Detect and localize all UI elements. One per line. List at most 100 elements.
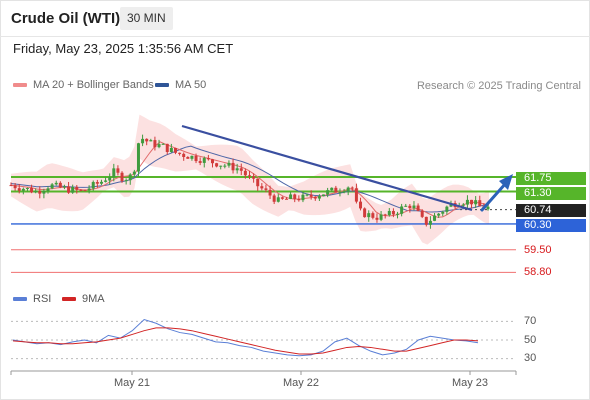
candle-body — [116, 168, 120, 173]
candle-body — [375, 217, 379, 220]
candle-body — [215, 163, 219, 167]
candle-body — [350, 187, 354, 189]
rsi-swatch — [13, 297, 27, 301]
candle-body — [412, 205, 416, 209]
candle-body — [186, 156, 190, 159]
candle-body — [309, 194, 313, 197]
candle-body — [67, 186, 71, 193]
candle-body — [202, 158, 206, 163]
candle-body — [313, 196, 317, 199]
level-support1: 59.50 — [524, 244, 552, 256]
candle-body — [112, 168, 116, 178]
candle-body — [30, 187, 34, 193]
ma20-line — [10, 141, 490, 218]
candle-body — [71, 186, 75, 193]
candle-body — [128, 174, 132, 181]
candle-body — [367, 213, 371, 218]
rsi-tick-30: 30 — [524, 352, 537, 364]
candle-body — [474, 200, 478, 205]
candle-body — [260, 186, 264, 189]
candle-body — [79, 189, 83, 191]
candle-body — [445, 206, 449, 212]
candle-body — [13, 185, 17, 189]
candle-body — [404, 205, 408, 207]
rsi-tick-50: 50 — [524, 334, 537, 346]
candle-body — [132, 171, 136, 175]
candle-body — [441, 211, 445, 214]
candle-body — [293, 194, 297, 199]
candle-body — [75, 186, 79, 190]
legend-ma20: MA 20 + Bollinger Bands — [13, 79, 154, 91]
candle-body — [354, 188, 358, 202]
candle-body — [206, 158, 210, 160]
candle-body — [276, 197, 280, 202]
candle-body — [169, 148, 173, 152]
level-resistance2: 61.75 — [516, 172, 586, 185]
candle-body — [433, 215, 437, 221]
timestamp: Friday, May 23, 2025 1:35:56 AM CET — [13, 41, 234, 56]
candle-body — [120, 172, 124, 182]
rsi-tick-70: 70 — [524, 315, 537, 327]
candle-body — [359, 201, 363, 209]
candle-body — [470, 199, 474, 205]
candle-body — [190, 155, 194, 159]
candle-body — [198, 161, 202, 163]
candle-body — [21, 188, 25, 191]
trendline — [181, 124, 473, 212]
legend-ma20-label: MA 20 + Bollinger Bands — [33, 79, 154, 91]
candle-body — [391, 210, 395, 215]
candle-body — [243, 170, 247, 176]
ma20-swatch — [13, 83, 27, 87]
candle-body — [9, 185, 13, 187]
candle-body — [91, 182, 95, 189]
candle-body — [194, 155, 198, 162]
candle-body — [227, 162, 231, 166]
candle-body — [239, 168, 243, 171]
candle-body — [83, 190, 87, 192]
candle-body — [301, 194, 305, 201]
candle-body — [50, 184, 54, 189]
candle-body — [338, 191, 342, 193]
candle-body — [272, 195, 276, 202]
candle-body — [58, 182, 62, 188]
candle-body — [17, 188, 21, 191]
candle-body — [342, 191, 346, 193]
legend-ma50: MA 50 — [155, 79, 206, 91]
candle-body — [330, 187, 334, 191]
candle-body — [297, 198, 301, 201]
candle-body — [124, 180, 128, 182]
candle-body — [289, 194, 293, 199]
candle-body — [178, 152, 182, 154]
candle-body — [396, 213, 400, 215]
candle-body — [326, 190, 330, 195]
candle-body — [149, 140, 153, 142]
level-pivot: 60.30 — [516, 219, 586, 232]
rsi-ma-swatch — [62, 297, 76, 301]
legend-rsi-ma-label: 9MA — [82, 293, 105, 305]
candle-body — [161, 143, 165, 145]
candle-body — [285, 198, 289, 200]
x-label-may21: May 21 — [113, 377, 151, 389]
candle-body — [95, 182, 99, 184]
legend-rsi: RSI — [13, 293, 51, 305]
header-bar: Crude Oil (WTI) 30 MIN — [0, 0, 590, 37]
candle-body — [99, 181, 103, 184]
candle-body — [387, 210, 391, 216]
x-label-may23: May 23 — [451, 377, 489, 389]
candle-body — [252, 176, 256, 179]
legend-rsi-ma: 9MA — [62, 293, 105, 305]
candle-body — [280, 197, 284, 199]
candle-body — [157, 144, 161, 148]
candle-body — [165, 143, 169, 152]
x-label-may22: May 22 — [282, 377, 320, 389]
timeframe-badge[interactable]: 30 MIN — [120, 7, 173, 30]
candle-body — [235, 168, 239, 171]
candle-body — [400, 206, 404, 214]
bollinger-band — [11, 114, 490, 245]
candle-body — [219, 165, 223, 167]
candle-body — [104, 180, 108, 182]
candle-body — [268, 189, 272, 196]
candle-body — [478, 200, 482, 207]
rsi-ma-line — [12, 327, 479, 355]
